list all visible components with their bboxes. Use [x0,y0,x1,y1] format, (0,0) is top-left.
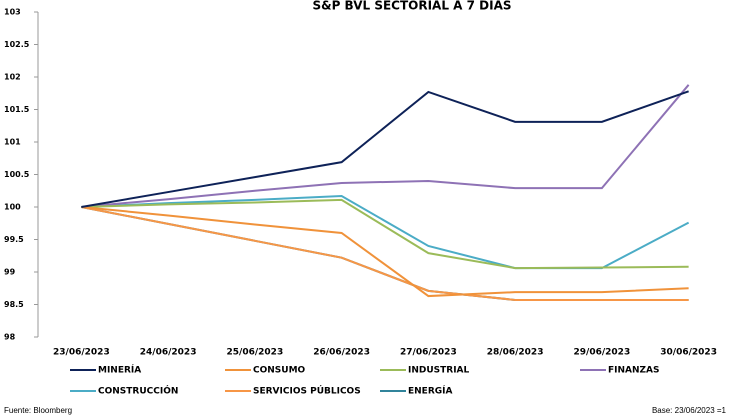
legend-label: FINANZAS [608,366,660,376]
x-tick-label: 28/06/2023 [487,348,544,358]
x-tick-label: 24/06/2023 [140,348,197,358]
x-tick-label: 27/06/2023 [400,348,457,358]
series-line [81,84,690,208]
series-line [81,198,689,270]
legend-label: ENERGÍA [408,385,452,397]
series-line [81,206,689,298]
source-note: Fuente: Bloomberg [4,406,72,415]
y-tick-label: 103 [4,8,21,17]
y-tick-label: 99.5 [4,235,24,244]
y-tick-label: 100.5 [4,170,30,179]
y-tick-label: 99 [4,268,16,277]
series-line [81,206,689,301]
y-tick-label: 101.5 [4,105,30,114]
y-tick-label: 102 [4,73,21,82]
y-tick-label: 101 [4,138,21,147]
x-tick-label: 23/06/2023 [53,348,110,358]
x-tick-label: 26/06/2023 [313,348,370,358]
legend-label: CONSTRUCCIÓN [98,385,178,397]
x-tick-label: 30/06/2023 [660,348,717,358]
legend-label: CONSUMO [253,366,306,376]
y-tick-label: 102.5 [4,40,30,49]
series-line [81,90,689,208]
legend-label: SERVICIOS PÚBLICOS [253,385,361,397]
chart-title: S&P BVL SECTORIAL A 7 DÍAS [312,0,511,13]
legend-label: INDUSTRIAL [408,366,470,376]
legend-label: MINERÍA [98,364,141,376]
x-tick-label: 25/06/2023 [227,348,284,358]
series-line [81,194,690,270]
y-tick-label: 98.5 [4,300,24,309]
y-tick-label: 100 [4,203,21,212]
base-note: Base: 23/06/2023 =1 [652,406,727,415]
y-tick-label: 98 [4,333,16,342]
x-tick-label: 29/06/2023 [574,348,631,358]
